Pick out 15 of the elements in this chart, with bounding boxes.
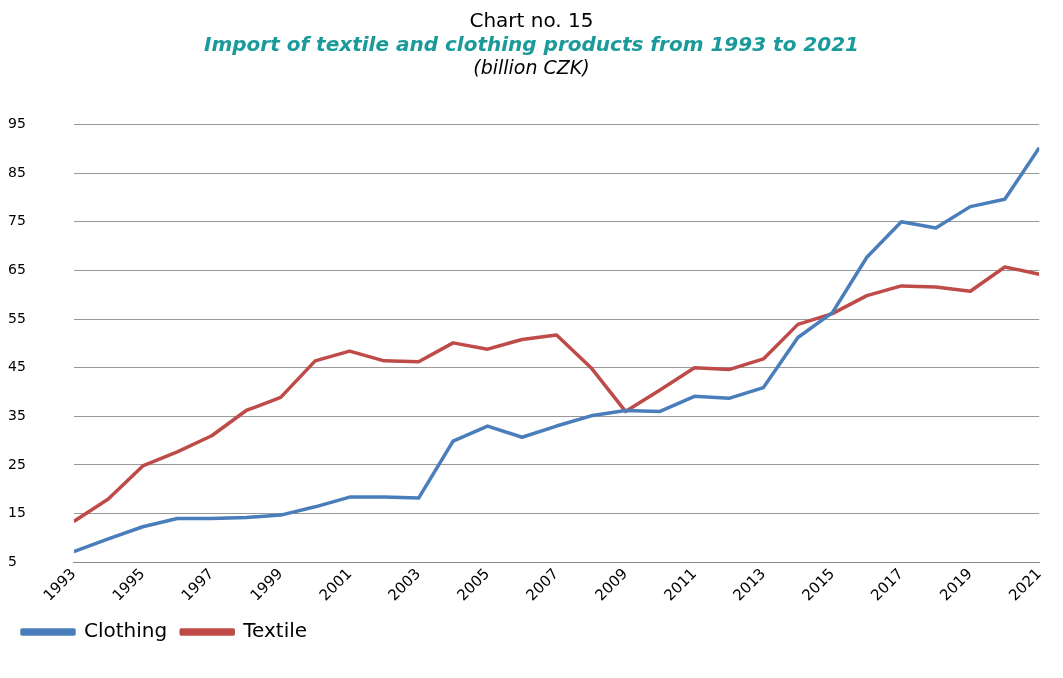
chart-subtitle: Import of textile and clothing products from 1993 to 2021 [203,32,860,56]
y-tick-label: 5 [8,552,17,569]
y-tick-label: 75 [8,212,26,229]
y-tick-label: 55 [8,309,26,326]
chart-title: Chart no. 15 [468,8,595,32]
legend-label: Clothing [84,618,168,643]
y-tick-label: 65 [8,261,26,277]
y-tick-label: 25 [8,455,26,472]
y-tick-label: 15 [8,504,26,521]
y-tick-label: 45 [8,358,26,375]
text: (billion CZK) [472,56,591,78]
y-tick-label: 35 [8,406,26,423]
legend-label: Textile [242,618,308,643]
y-tick-label: 85 [8,163,26,180]
y-tick-label: 95 [8,115,26,132]
